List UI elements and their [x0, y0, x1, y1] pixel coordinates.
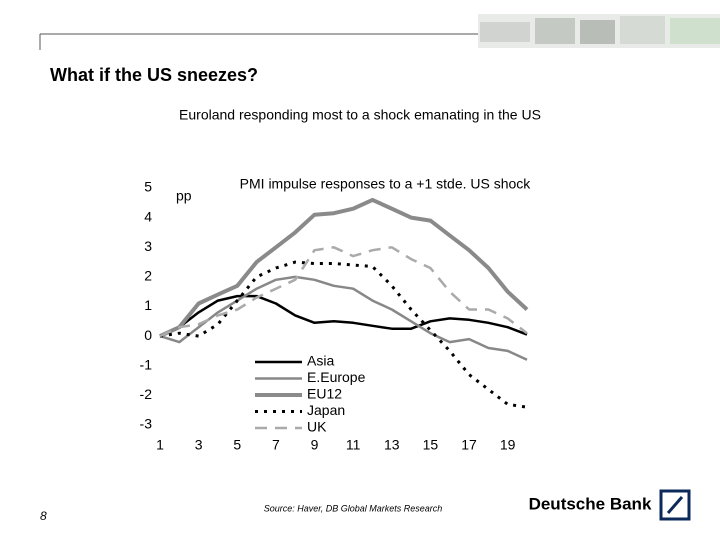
slide-title: What if the US sneezes?	[50, 65, 258, 85]
legend-label: E.Europe	[307, 369, 366, 385]
y-tick-label: -1	[140, 356, 153, 372]
brand: Deutsche Bank	[529, 494, 652, 513]
y-tick-label: 2	[144, 268, 152, 284]
x-tick-label: 1	[156, 437, 164, 453]
image-block	[670, 18, 720, 44]
x-tick-label: 11	[346, 437, 361, 453]
x-tick-label: 15	[423, 437, 439, 453]
x-tick-label: 9	[311, 437, 319, 453]
legend-label: Japan	[307, 402, 345, 418]
legend-label: Asia	[307, 353, 334, 369]
series-line	[159, 275, 528, 361]
x-tick-label: 13	[384, 437, 400, 453]
y-tick-label: 4	[144, 208, 152, 224]
x-tick-label: 17	[461, 437, 477, 453]
image-block	[620, 16, 665, 44]
y-tick-label: -2	[140, 386, 153, 402]
x-tick-label: 19	[500, 437, 516, 453]
image-block	[580, 20, 615, 44]
chart-title: PMI impulse responses to a +1 stde. US s…	[240, 176, 532, 192]
y-unit: pp	[176, 188, 192, 204]
logo	[659, 489, 691, 521]
source: Source: Haver, DB Global Markets Researc…	[264, 503, 443, 513]
logo-slash	[666, 496, 684, 514]
legend-label: UK	[307, 419, 327, 435]
series-line	[159, 197, 529, 338]
y-tick-label: 0	[144, 327, 152, 343]
subtitle: Euroland responding most to a shock eman…	[179, 107, 541, 123]
y-tick-label: -3	[140, 416, 153, 432]
y-tick-label: 1	[144, 297, 152, 313]
x-tick-label: 7	[272, 437, 280, 453]
legend-label: EU12	[307, 386, 342, 402]
series-line	[159, 294, 528, 338]
image-block	[535, 18, 575, 44]
x-tick-label: 5	[233, 437, 241, 453]
logo-box	[659, 489, 691, 521]
image-block	[480, 22, 530, 42]
x-tick-label: 3	[195, 437, 203, 453]
page-number: 8	[40, 509, 47, 523]
header-image	[478, 14, 720, 48]
y-tick-label: 3	[144, 238, 152, 254]
y-tick-label: 5	[144, 179, 152, 195]
series-line	[159, 246, 528, 338]
